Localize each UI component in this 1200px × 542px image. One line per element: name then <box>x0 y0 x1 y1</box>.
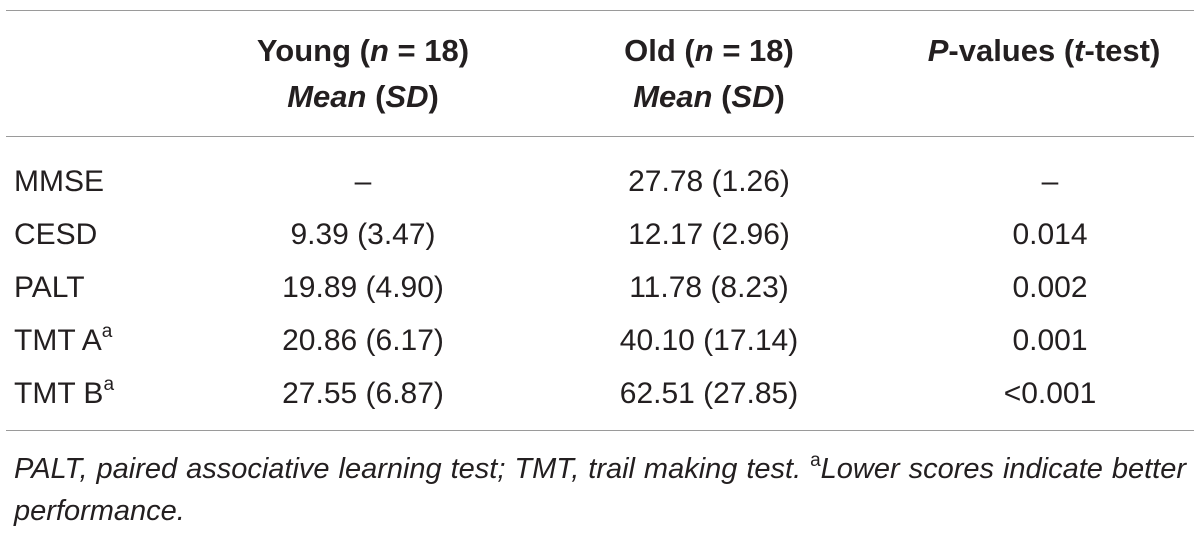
cell-old: 12.17 (2.96) <box>628 218 790 251</box>
cell-old: 40.10 (17.14) <box>619 324 799 357</box>
header-old-line2: Mean (SD) <box>633 79 785 114</box>
header-young-line2: Mean (SD) <box>287 79 439 114</box>
header-p-values: P-values (t-test) <box>896 28 1192 74</box>
header-young: Young (n = 18) Mean (SD) <box>206 28 520 120</box>
header-old: Old (n = 18) Mean (SD) <box>552 28 866 120</box>
cell-young: 19.89 (4.90) <box>282 271 444 304</box>
row-label: TMT Aa <box>14 321 113 357</box>
header-p-values-line1: P-values (t-test) <box>927 33 1161 68</box>
header-old-line1: Old (n = 18) <box>624 33 794 68</box>
table-bottom-rule <box>6 430 1194 431</box>
table-footnote: PALT, paired associative learning test; … <box>14 450 1186 527</box>
table-header-rule <box>6 136 1194 137</box>
cell-young: 27.55 (6.87) <box>282 377 444 410</box>
cell-p-value: – <box>1041 165 1059 198</box>
cell-p-value: 0.014 <box>1012 218 1088 251</box>
header-young-line1: Young (n = 18) <box>256 33 470 68</box>
cell-young: – <box>354 165 372 198</box>
table-row: TMT Ba 27.55 (6.87) 62.51 (27.85) <0.001 <box>6 367 1194 421</box>
table-row: PALT 19.89 (4.90) 11.78 (8.23) 0.002 <box>6 261 1194 315</box>
row-label: MMSE <box>14 165 104 198</box>
table-top-rule <box>6 10 1194 11</box>
table-row: MMSE – 27.78 (1.26) – <box>6 155 1194 209</box>
cell-young: 9.39 (3.47) <box>290 218 436 251</box>
cell-old: 11.78 (8.23) <box>629 271 789 304</box>
cell-young: 20.86 (6.17) <box>282 324 444 357</box>
row-label: PALT <box>14 271 85 304</box>
cell-p-value: <0.001 <box>1003 377 1097 410</box>
row-label: CESD <box>14 218 98 251</box>
cell-old: 62.51 (27.85) <box>619 377 799 410</box>
table-row: CESD 9.39 (3.47) 12.17 (2.96) 0.014 <box>6 208 1194 262</box>
cell-old: 27.78 (1.26) <box>628 165 790 198</box>
cell-p-value: 0.001 <box>1012 324 1088 357</box>
cell-p-value: 0.002 <box>1012 271 1088 304</box>
row-label: TMT Ba <box>14 374 115 410</box>
table-row: TMT Aa 20.86 (6.17) 40.10 (17.14) 0.001 <box>6 314 1194 368</box>
